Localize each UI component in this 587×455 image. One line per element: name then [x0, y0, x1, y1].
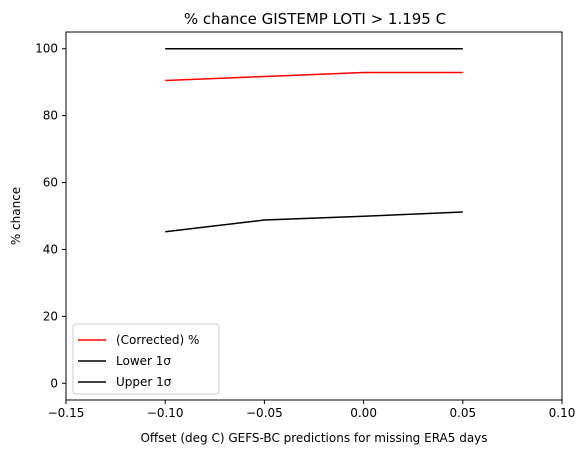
legend-box — [72, 323, 220, 395]
x-tick-label: −0.10 — [147, 406, 184, 420]
series-lines — [165, 47, 463, 233]
y-tick-label: 20 — [43, 309, 58, 323]
x-tick-label: 0.10 — [549, 406, 576, 420]
x-tick-label: −0.05 — [246, 406, 283, 420]
legend-label: Upper 1σ — [116, 375, 172, 389]
y-tick-label: 0 — [50, 376, 58, 390]
x-tick-label: 0.05 — [449, 406, 476, 420]
legend-label: Lower 1σ — [116, 354, 171, 368]
y-tick-label: 40 — [43, 242, 58, 256]
y-axis-ticks: 0 20 40 60 80 100 — [35, 42, 66, 390]
x-tick-label: 0.00 — [350, 406, 377, 420]
x-axis-label: Offset (deg C) GEFS-BC predictions for m… — [140, 431, 487, 445]
chart-title: % chance GISTEMP LOTI > 1.195 C — [184, 10, 446, 28]
plot-frame — [65, 31, 563, 401]
x-axis-ticks: −0.15 −0.10 −0.05 0.00 0.05 0.10 — [48, 400, 576, 420]
legend-label: (Corrected) % — [116, 333, 199, 347]
series-line-corrected — [165, 71, 463, 82]
y-tick-label: 80 — [43, 109, 58, 123]
y-tick-label: 100 — [35, 42, 58, 56]
series-line-lower-1 — [165, 211, 463, 233]
y-axis-label: % chance — [9, 187, 23, 245]
legend: (Corrected) % Lower 1σ Upper 1σ — [72, 323, 220, 395]
y-tick-label: 60 — [43, 176, 58, 190]
x-tick-label: −0.15 — [48, 406, 85, 420]
